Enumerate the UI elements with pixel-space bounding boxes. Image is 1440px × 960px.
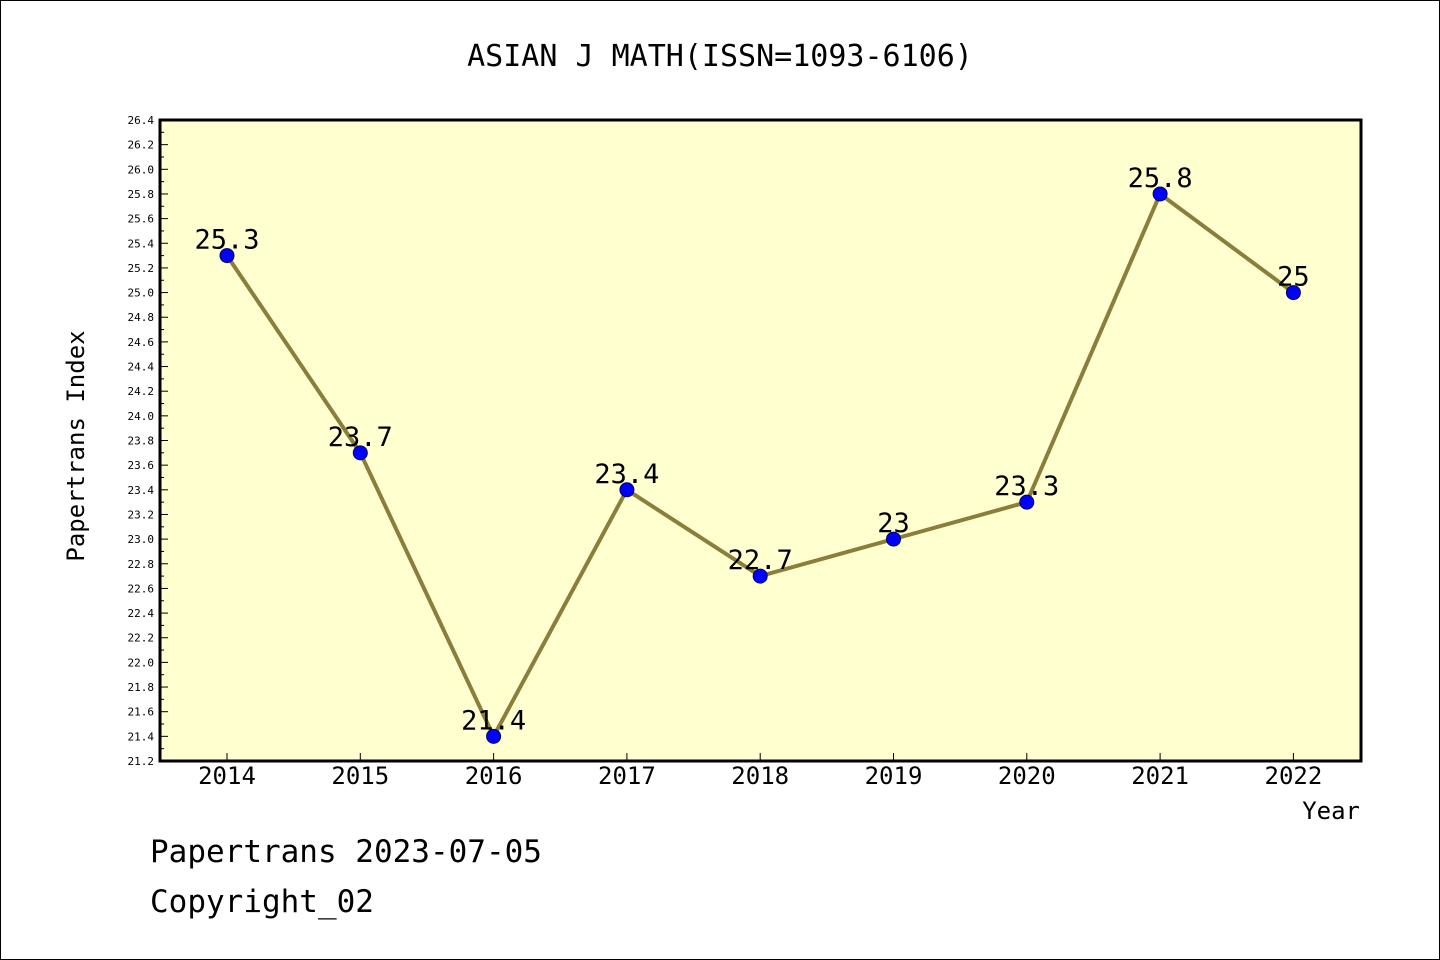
data-label: 25.3 [194,225,259,256]
y-tick-label: 25.0 [128,287,155,300]
y-tick-label: 24.2 [128,385,155,398]
x-tick-label: 2019 [865,762,923,790]
data-point [352,445,368,461]
y-tick-label: 22.4 [128,607,155,620]
y-tick-label: 23.2 [128,508,155,521]
data-label: 25.8 [1128,163,1193,194]
y-tick-label: 21.2 [128,755,155,768]
y-tick-label: 26.2 [128,139,155,152]
x-axis: 2014 2015 2016 2017 2018 2019 2020 2021 2022 [198,753,1322,790]
x-axis-title: Year [1302,797,1360,825]
y-tick-label: 25.8 [128,188,155,201]
plot-area [160,120,1361,761]
data-point [1019,494,1035,510]
data-point [1285,285,1301,301]
data-label: 21.4 [461,705,526,736]
data-point [1152,186,1168,202]
data-label: 23.4 [594,459,659,490]
y-axis: 21.2 21.4 21.6 21.8 22.0 22.2 22.4 22.6 22.8 23.0… [128,114,168,768]
x-tick-label: 2015 [331,762,389,790]
y-tick-label: 24.6 [128,336,155,349]
x-tick-label: 2020 [998,762,1056,790]
data-labels: 25.3 23.7 21.4 23.4 22.7 23 23.3 25.8 25 [194,163,1309,736]
footer-date: Papertrans 2023-07-05 [150,834,542,870]
x-tick-label: 2021 [1131,762,1189,790]
data-label: 23.7 [328,422,393,453]
y-tick-label: 24.4 [128,361,155,374]
y-tick-label: 25.6 [128,213,155,226]
y-tick-label: 24.0 [128,410,155,423]
y-tick-label: 21.6 [128,706,155,719]
y-tick-label: 26.0 [128,163,155,176]
data-point [619,482,635,498]
data-point [486,728,502,744]
y-tick-label: 25.4 [128,237,155,250]
data-point [752,568,768,584]
y-tick-label: 22.8 [128,558,155,571]
x-tick-label: 2017 [598,762,656,790]
data-label: 23.3 [994,471,1059,502]
y-tick-label: 22.0 [128,656,155,669]
y-tick-label: 23.0 [128,533,155,546]
data-markers [219,186,1301,744]
data-label: 22.7 [728,545,793,576]
plot-border [158,118,1363,763]
y-tick-label: 23.8 [128,435,155,448]
data-label: 25 [1277,262,1310,293]
data-point [219,248,235,264]
x-tick-label: 2016 [465,762,523,790]
y-tick-label: 23.4 [128,484,155,497]
x-tick-label: 2014 [198,762,256,790]
x-tick-label: 2018 [731,762,789,790]
y-tick-label: 26.4 [128,114,155,127]
y-tick-label: 24.8 [128,311,155,324]
y-tick-label: 22.6 [128,582,155,595]
footer-copyright: Copyright_02 [150,884,374,920]
y-tick-label: 25.2 [128,262,155,275]
y-tick-label: 21.8 [128,681,155,694]
y-tick-label: 22.2 [128,632,155,645]
data-label: 23 [877,508,910,539]
x-tick-label: 2022 [1265,762,1323,790]
y-tick-label: 21.4 [128,730,155,743]
data-point [886,531,901,547]
chart-title: ASIAN J MATH(ISSN=1093-6106) [467,39,973,74]
y-tick-label: 23.6 [128,459,155,472]
y-axis-title: Papertrans Index [62,330,90,561]
